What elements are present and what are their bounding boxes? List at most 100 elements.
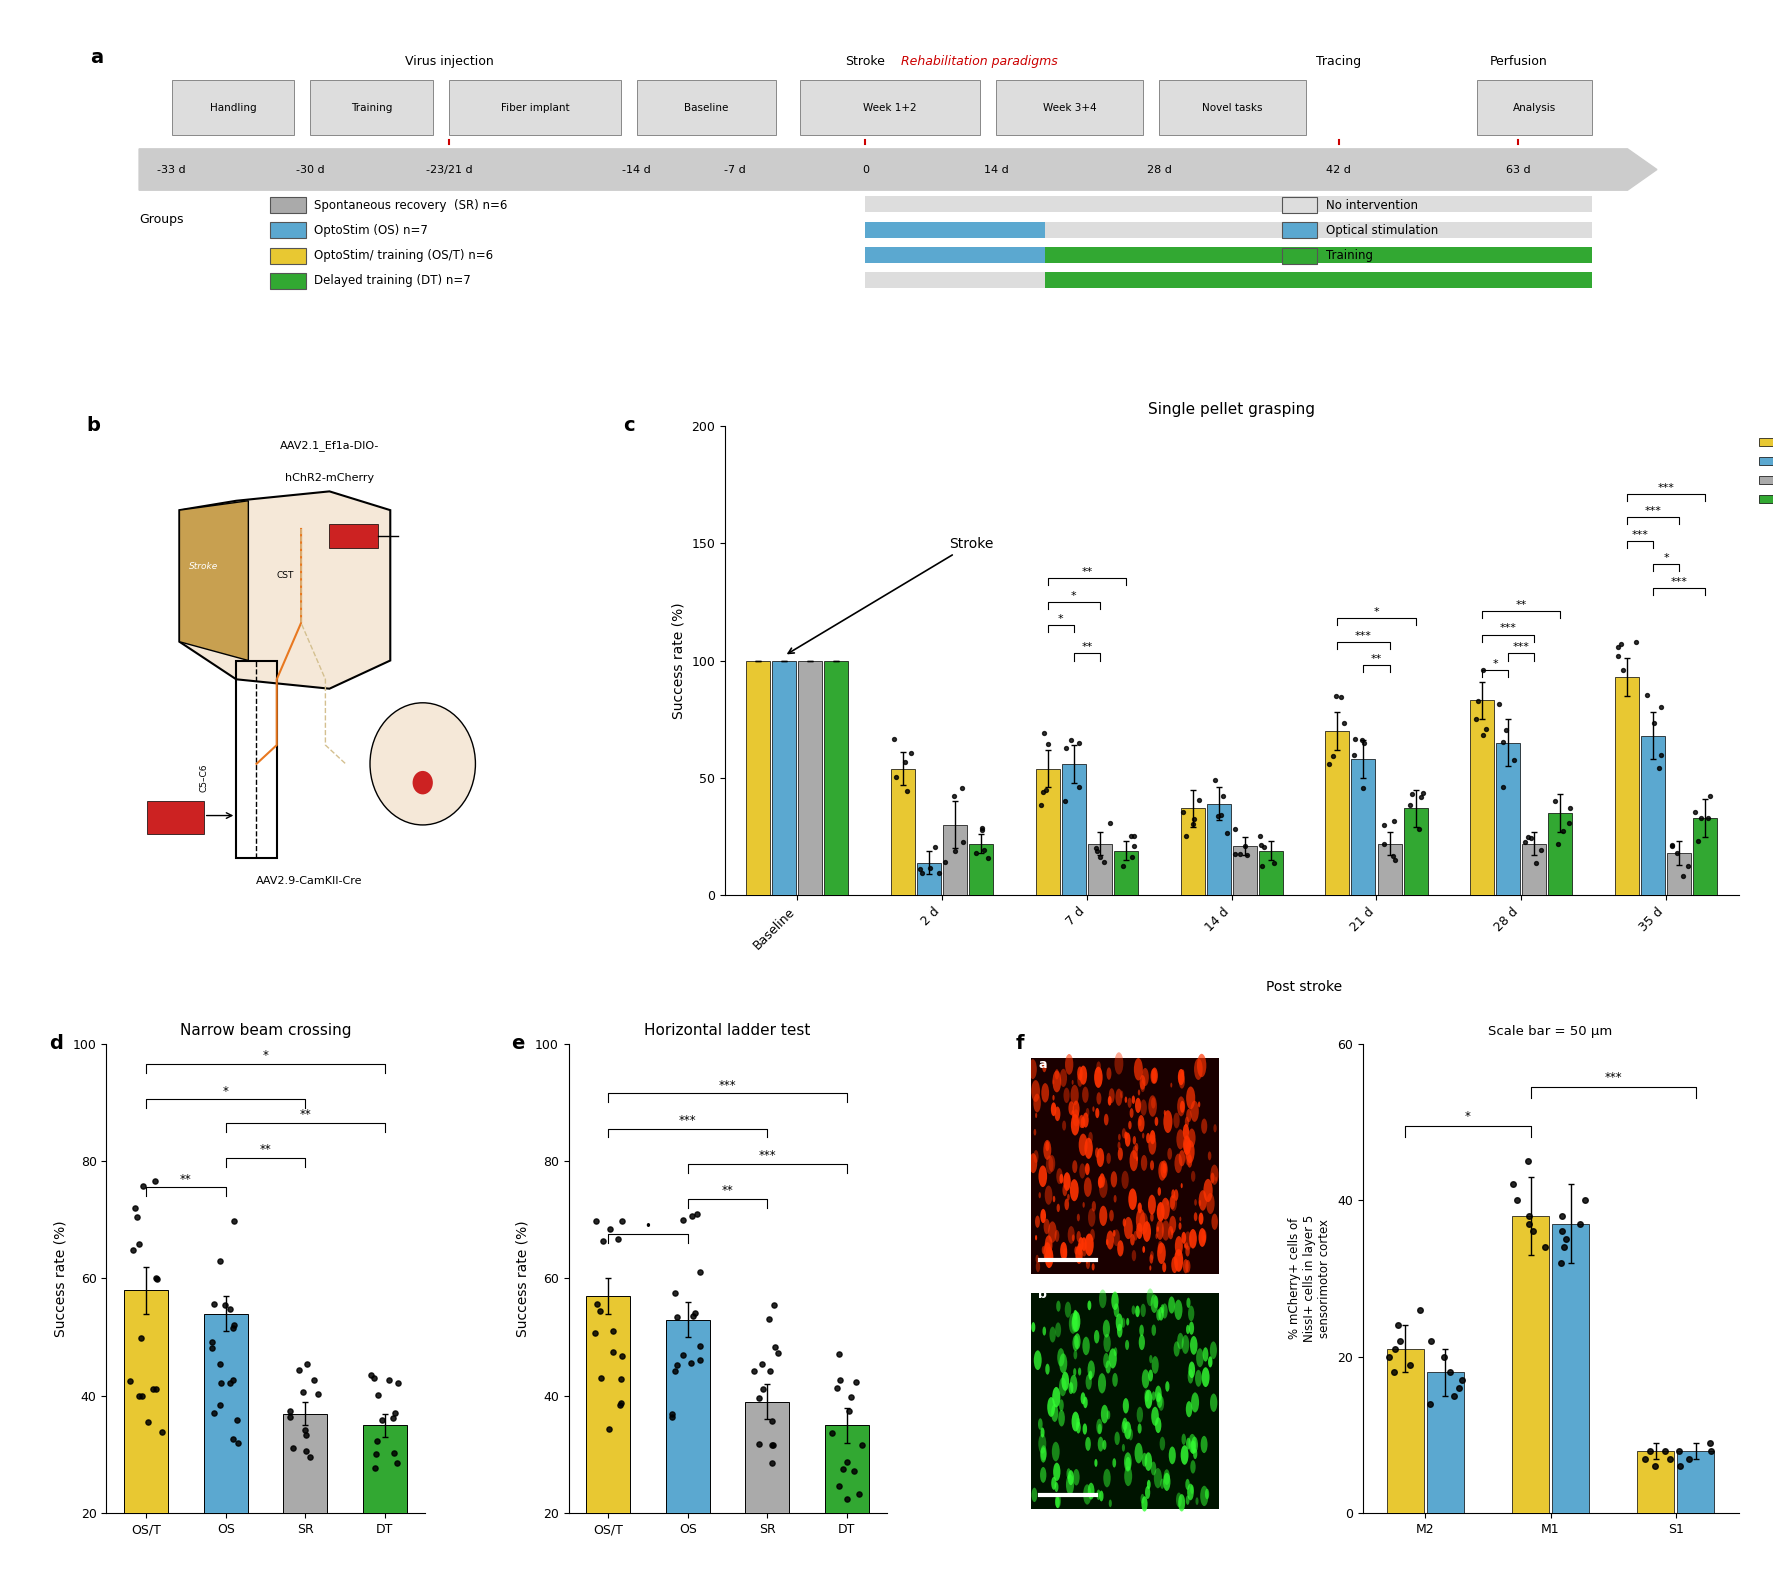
Text: Fiber implant: Fiber implant: [500, 102, 569, 113]
Circle shape: [1147, 1370, 1152, 1381]
Point: [1543, 832, 1571, 857]
Point: [681, 1300, 709, 1325]
Bar: [1425, 1373, 1463, 1513]
Bar: [1470, 701, 1493, 895]
Point: [892, 779, 920, 804]
Point: [1564, 1211, 1592, 1236]
Point: [1395, 792, 1424, 817]
Point: [598, 1340, 626, 1365]
Point: [668, 1207, 697, 1233]
Circle shape: [1183, 1258, 1188, 1273]
Point: [277, 1403, 305, 1429]
Point: [1326, 685, 1355, 710]
Circle shape: [1041, 1246, 1044, 1254]
Circle shape: [1184, 1243, 1188, 1249]
Circle shape: [1138, 1325, 1144, 1337]
Circle shape: [1117, 1134, 1121, 1141]
Point: [278, 1435, 307, 1461]
Point: [1514, 1211, 1543, 1236]
Point: [823, 1375, 851, 1400]
Point: [1509, 830, 1537, 855]
Circle shape: [1032, 1150, 1037, 1163]
Point: [970, 836, 998, 862]
Point: [1665, 1454, 1693, 1480]
Circle shape: [1073, 1333, 1080, 1349]
Circle shape: [1177, 1333, 1183, 1349]
Circle shape: [1161, 1303, 1167, 1319]
Circle shape: [1199, 1228, 1206, 1247]
Circle shape: [1190, 1440, 1195, 1454]
Circle shape: [1128, 1188, 1136, 1211]
Circle shape: [1048, 1222, 1057, 1243]
Bar: [798, 661, 821, 895]
Point: [839, 1458, 867, 1483]
Circle shape: [1160, 1305, 1163, 1314]
Circle shape: [1066, 1475, 1073, 1494]
Point: [686, 1333, 715, 1359]
Circle shape: [1103, 1469, 1110, 1488]
Circle shape: [1204, 1488, 1209, 1499]
Circle shape: [1131, 1096, 1135, 1104]
Point: [608, 1343, 637, 1368]
Circle shape: [1106, 1230, 1113, 1249]
Point: [966, 817, 995, 843]
Circle shape: [1078, 1238, 1083, 1251]
Point: [223, 1431, 252, 1456]
Point: [1603, 644, 1631, 669]
Bar: [363, 1426, 406, 1593]
Circle shape: [1200, 1435, 1207, 1453]
Point: [754, 1306, 782, 1332]
Circle shape: [1058, 1354, 1067, 1373]
Circle shape: [1034, 1215, 1039, 1228]
Point: [142, 1376, 170, 1402]
Circle shape: [1199, 1212, 1202, 1225]
Title: Narrow beam crossing: Narrow beam crossing: [179, 1023, 351, 1039]
Point: [1064, 731, 1092, 757]
Circle shape: [1128, 1429, 1133, 1440]
Text: -7 d: -7 d: [723, 164, 745, 175]
Circle shape: [1170, 1257, 1177, 1273]
Circle shape: [1211, 1214, 1218, 1230]
Circle shape: [1073, 1368, 1076, 1376]
Circle shape: [1163, 1469, 1168, 1485]
Circle shape: [1071, 1110, 1073, 1117]
Circle shape: [1055, 1497, 1058, 1509]
Circle shape: [1183, 1125, 1188, 1139]
Circle shape: [1078, 1066, 1087, 1085]
Text: a: a: [90, 48, 103, 67]
Point: [121, 1195, 149, 1220]
Point: [1498, 747, 1527, 773]
Circle shape: [1073, 1109, 1078, 1126]
Text: Tracing: Tracing: [1316, 56, 1360, 68]
Circle shape: [1071, 1411, 1080, 1432]
Text: Analysis: Analysis: [1512, 102, 1555, 113]
Point: [1248, 835, 1277, 860]
Circle shape: [1174, 1300, 1183, 1321]
Bar: [1030, 1058, 1218, 1274]
Circle shape: [1062, 1172, 1071, 1192]
Point: [207, 1370, 236, 1395]
Y-axis label: Success rate (%): Success rate (%): [516, 1220, 528, 1337]
Point: [679, 1303, 707, 1329]
Point: [199, 1335, 227, 1360]
Circle shape: [1195, 1497, 1199, 1505]
Circle shape: [1082, 1424, 1087, 1435]
Point: [1339, 742, 1367, 768]
Point: [147, 1419, 176, 1445]
Circle shape: [1129, 1150, 1136, 1171]
Circle shape: [1121, 1421, 1126, 1434]
Circle shape: [1110, 1171, 1117, 1187]
Circle shape: [1122, 1418, 1128, 1431]
Text: hChR2-mCherry: hChR2-mCherry: [285, 473, 374, 483]
Text: *: *: [1071, 591, 1076, 601]
Point: [1571, 1187, 1599, 1212]
Point: [277, 1399, 305, 1424]
Point: [1379, 1360, 1408, 1386]
Point: [1693, 806, 1722, 832]
Point: [1668, 863, 1697, 889]
Point: [378, 1405, 406, 1431]
Circle shape: [1062, 1249, 1067, 1260]
Point: [589, 1228, 617, 1254]
Circle shape: [1096, 1093, 1101, 1104]
Circle shape: [1064, 1198, 1069, 1211]
